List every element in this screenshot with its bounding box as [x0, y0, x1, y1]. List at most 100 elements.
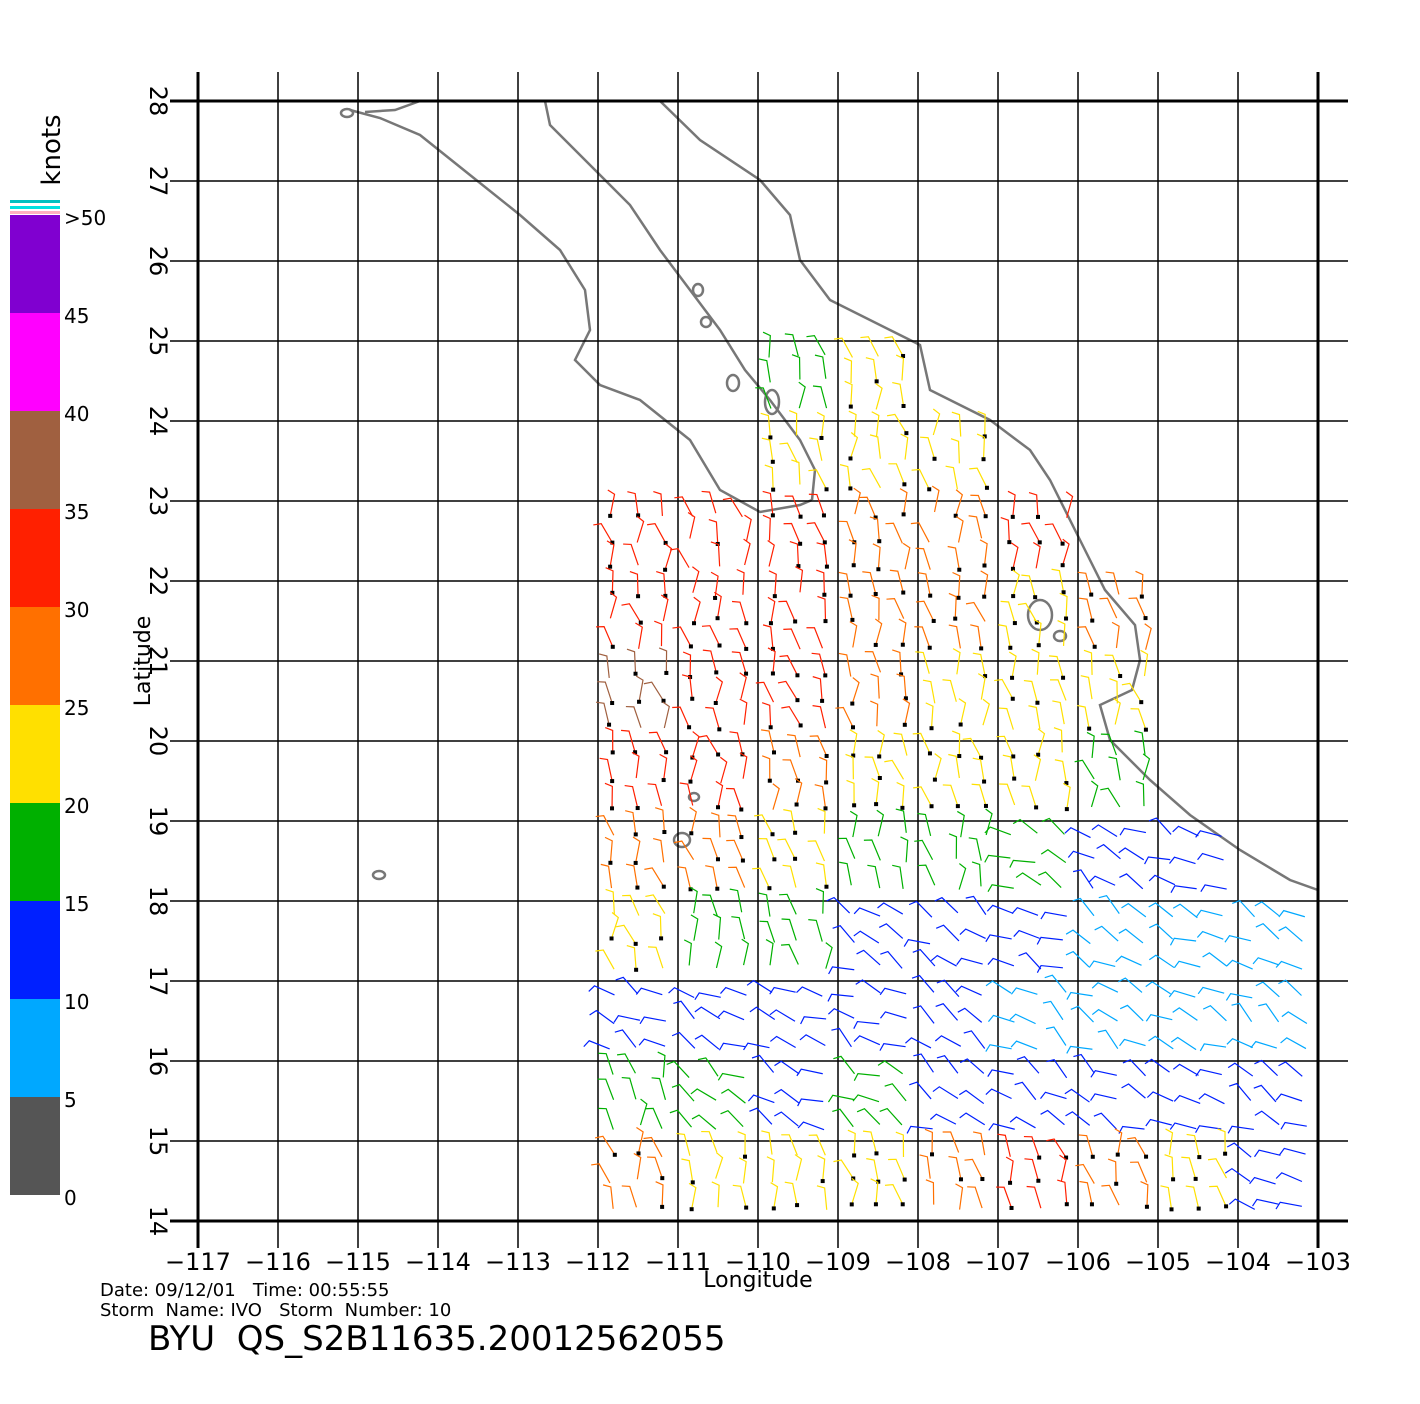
- wind-barb: [1041, 817, 1065, 835]
- wind-barb: [1044, 974, 1067, 993]
- wind-barb: [902, 542, 911, 570]
- wind-barb: [1195, 830, 1222, 838]
- colorbar-label: 20: [64, 794, 89, 818]
- wind-barb: [851, 1177, 859, 1205]
- wind-barb: [728, 866, 746, 888]
- wind-barb: [708, 518, 719, 544]
- barb-dot: [633, 832, 638, 837]
- wind-barb: [769, 1035, 796, 1048]
- barb-dot: [688, 644, 693, 649]
- wind-barb: [1232, 899, 1255, 918]
- wind-barb: [610, 912, 620, 939]
- colorbar-segment: [10, 313, 60, 411]
- barb-dot: [1064, 1155, 1069, 1160]
- wind-barb: [1090, 1093, 1117, 1101]
- wind-barb: [969, 467, 988, 489]
- wind-barb: [1195, 1068, 1222, 1077]
- wind-barb: [853, 1035, 881, 1046]
- wind-barb: [806, 627, 824, 649]
- wind-barb: [621, 603, 642, 623]
- wind-barb: [1010, 987, 1038, 995]
- wind-barb: [817, 1155, 826, 1182]
- barb-dot: [660, 1176, 665, 1181]
- wind-barb: [853, 930, 880, 944]
- wind-barb: [671, 1031, 696, 1049]
- wind-barb: [736, 568, 745, 595]
- wind-barb: [1015, 872, 1042, 886]
- wind-barb: [1130, 1161, 1148, 1183]
- colorbar-title: knots: [37, 114, 67, 185]
- wind-barb: [598, 653, 610, 678]
- wind-barb: [915, 600, 935, 622]
- wind-barb: [741, 938, 750, 966]
- wind-barb: [1098, 895, 1120, 914]
- wind-barb: [1033, 619, 1042, 646]
- wind-barb: [1281, 1011, 1308, 1025]
- wind-barb: [672, 706, 690, 728]
- wind-barb: [808, 493, 825, 516]
- barb-dot: [608, 513, 613, 518]
- wind-barb: [1170, 885, 1197, 894]
- barb-dot: [1118, 674, 1123, 679]
- wind-barb: [1227, 1125, 1254, 1134]
- barb-dot: [900, 642, 905, 647]
- wind-barb: [731, 651, 747, 674]
- wind-barb: [1065, 491, 1074, 518]
- wind-barb: [1280, 1121, 1307, 1130]
- wind-barb: [799, 1034, 826, 1047]
- wind-barb: [876, 809, 885, 837]
- wind-barb: [900, 433, 909, 460]
- barb-dot: [1197, 1155, 1202, 1160]
- wind-barb: [1119, 1004, 1144, 1022]
- barb-dot: [687, 725, 692, 730]
- wind-barb: [783, 628, 801, 650]
- y-tick-label: 16: [144, 1046, 172, 1077]
- wind-barb: [936, 1055, 959, 1074]
- barb-dot: [953, 513, 958, 518]
- wind-barb: [1148, 1035, 1174, 1050]
- barb-dot: [638, 620, 643, 625]
- barb-dot: [716, 805, 721, 810]
- wind-barb: [1064, 827, 1091, 839]
- wind-barb: [912, 1005, 935, 1024]
- wind-barb: [871, 594, 880, 621]
- barb-dot: [663, 593, 668, 598]
- barb-dot: [744, 1205, 749, 1210]
- wind-barb: [863, 839, 881, 861]
- wind-barb: [911, 974, 935, 993]
- wind-barb: [1005, 1156, 1014, 1183]
- wind-barb: [1254, 1149, 1281, 1158]
- wind-barb: [816, 411, 825, 439]
- wind-barb: [669, 1109, 692, 1128]
- wind-barb: [861, 467, 882, 489]
- wind-barb: [629, 570, 639, 597]
- wind-barb: [1279, 1147, 1306, 1156]
- barb-dot: [823, 806, 828, 811]
- wind-barb: [1086, 731, 1095, 759]
- barb-dot: [851, 725, 856, 730]
- wind-barb: [1064, 1088, 1090, 1103]
- wind-barb: [827, 993, 854, 1002]
- wind-barb: [827, 1008, 855, 1019]
- wind-barb: [985, 1088, 1012, 1100]
- wind-barb: [996, 1186, 1013, 1209]
- colorbar-label: 40: [64, 402, 89, 426]
- wind-barb: [856, 1108, 881, 1125]
- wind-barb: [874, 618, 883, 646]
- barb-dot: [637, 699, 642, 704]
- barb-dot: [744, 671, 749, 676]
- barb-dot: [982, 779, 987, 784]
- wind-barb: [1127, 1136, 1147, 1157]
- wind-barb: [985, 1044, 1012, 1052]
- wind-barb: [865, 357, 878, 382]
- y-tick-label: 20: [144, 726, 172, 757]
- wind-barb: [833, 1159, 854, 1179]
- wind-barb: [615, 976, 639, 995]
- wind-barb: [761, 437, 774, 462]
- barb-dot: [1196, 1206, 1201, 1211]
- barb-dot: [874, 1151, 879, 1156]
- barb-dot: [874, 802, 879, 807]
- wind-barb: [934, 1035, 962, 1047]
- wind-barb: [658, 647, 668, 673]
- wind-barb: [1078, 1134, 1094, 1157]
